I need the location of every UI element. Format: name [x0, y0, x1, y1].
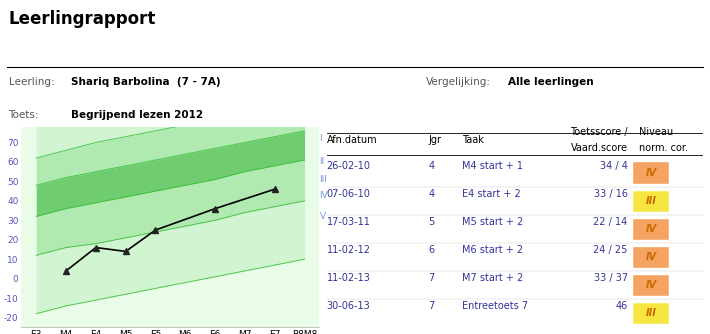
Text: Niveau: Niveau — [639, 127, 673, 137]
Bar — [633, 275, 669, 296]
Text: 17-03-11: 17-03-11 — [327, 217, 371, 227]
Text: Toetsscore /: Toetsscore / — [570, 127, 628, 137]
Text: Toets:: Toets: — [9, 110, 39, 120]
Text: I: I — [320, 134, 322, 143]
Text: 4: 4 — [428, 161, 435, 171]
Text: IV: IV — [645, 224, 657, 234]
Text: 4: 4 — [428, 189, 435, 199]
Text: II: II — [320, 157, 324, 166]
Text: 34 / 4: 34 / 4 — [600, 161, 628, 171]
Text: III: III — [320, 175, 327, 184]
Text: Vergelijking:: Vergelijking: — [426, 77, 491, 87]
Text: M6 start + 2: M6 start + 2 — [462, 245, 523, 255]
Text: Leerlingrapport: Leerlingrapport — [9, 10, 156, 28]
Text: 33 / 16: 33 / 16 — [594, 189, 628, 199]
Text: Jgr: Jgr — [428, 135, 441, 145]
Text: 6: 6 — [428, 245, 435, 255]
Text: IV: IV — [645, 280, 657, 290]
Text: 11-02-12: 11-02-12 — [327, 245, 371, 255]
Text: Leerling:: Leerling: — [9, 77, 54, 87]
Text: 11-02-13: 11-02-13 — [327, 273, 371, 283]
Text: 07-06-10: 07-06-10 — [327, 189, 371, 199]
Text: 33 / 37: 33 / 37 — [594, 273, 628, 283]
Text: Taak: Taak — [462, 135, 484, 145]
Text: IV: IV — [645, 168, 657, 178]
Text: 5: 5 — [428, 217, 435, 227]
Bar — [633, 219, 669, 240]
Text: 24 / 25: 24 / 25 — [594, 245, 628, 255]
Text: Entreetoets 7: Entreetoets 7 — [462, 301, 528, 311]
Text: M5 start + 2: M5 start + 2 — [462, 217, 523, 227]
Text: E4 start + 2: E4 start + 2 — [462, 189, 521, 199]
Text: V: V — [320, 212, 326, 221]
Text: IV: IV — [645, 252, 657, 262]
Text: Vaard.score: Vaard.score — [571, 143, 628, 153]
Text: Begrijpend lezen 2012: Begrijpend lezen 2012 — [71, 110, 203, 120]
Bar — [633, 190, 669, 212]
Text: 26-02-10: 26-02-10 — [327, 161, 371, 171]
Text: Shariq Barbolina  (7 - 7A): Shariq Barbolina (7 - 7A) — [71, 77, 221, 87]
Text: M4 start + 1: M4 start + 1 — [462, 161, 523, 171]
Text: III: III — [645, 308, 657, 318]
Bar — [633, 162, 669, 183]
Text: Afn.datum: Afn.datum — [327, 135, 377, 145]
Text: norm. cor.: norm. cor. — [639, 143, 688, 153]
Text: IV: IV — [320, 190, 328, 199]
Text: 7: 7 — [428, 273, 435, 283]
Bar — [633, 246, 669, 268]
Text: M7 start + 2: M7 start + 2 — [462, 273, 523, 283]
Text: III: III — [645, 196, 657, 206]
Text: 22 / 14: 22 / 14 — [594, 217, 628, 227]
Bar — [633, 303, 669, 324]
Text: 7: 7 — [428, 301, 435, 311]
Text: 30-06-13: 30-06-13 — [327, 301, 371, 311]
Text: Alle leerlingen: Alle leerlingen — [508, 77, 594, 87]
Text: 46: 46 — [616, 301, 628, 311]
